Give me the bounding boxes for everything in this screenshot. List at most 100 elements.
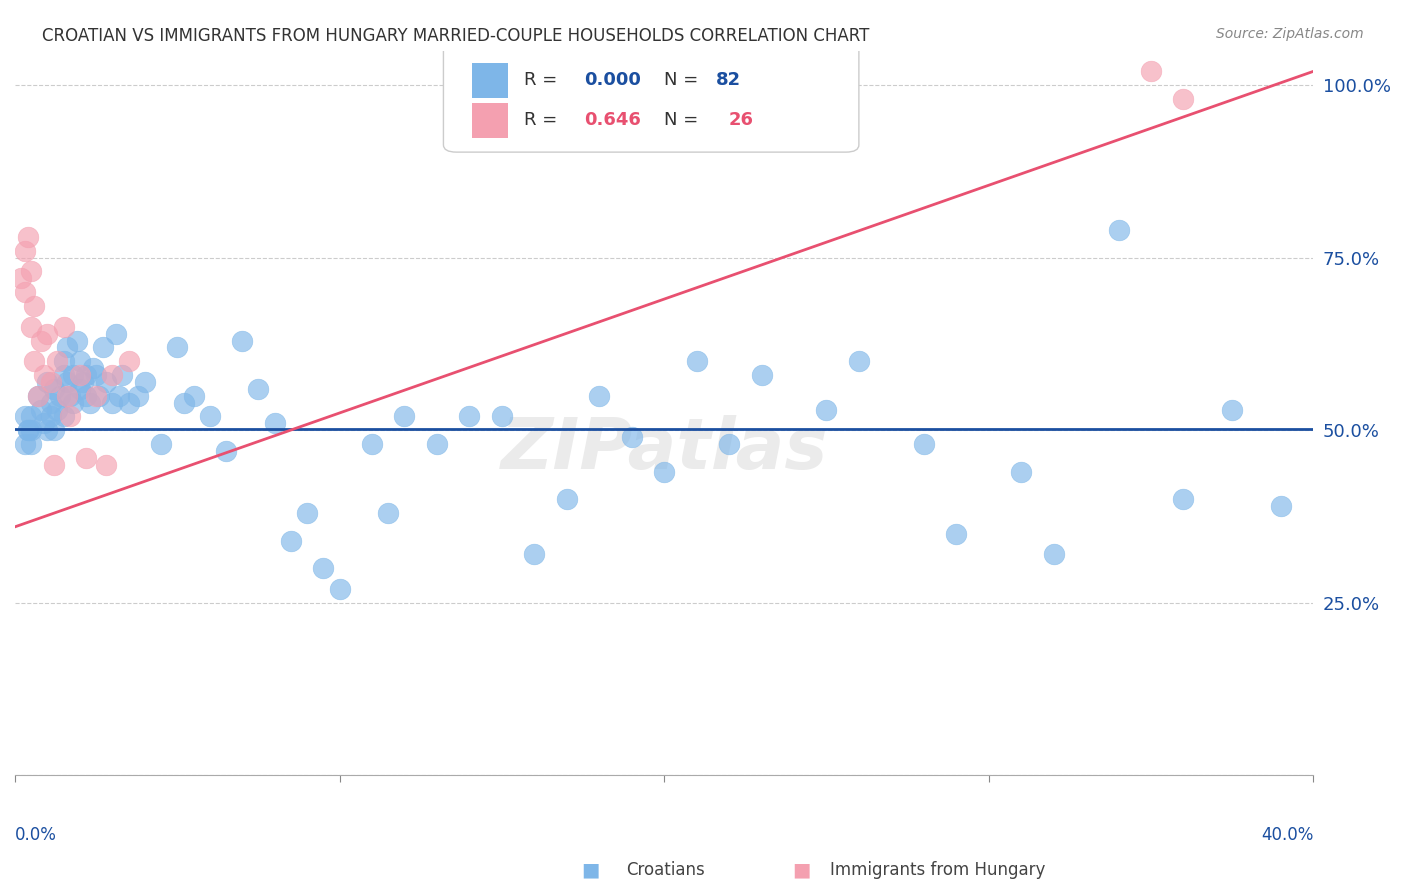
Point [79, 395, 101, 409]
Point [134, 375, 156, 389]
Point [426, 437, 449, 451]
Point [30, 402, 52, 417]
Point [523, 548, 546, 562]
Point [49, 389, 72, 403]
Point [46, 354, 69, 368]
Point [72, 375, 94, 389]
Point [555, 492, 578, 507]
Text: N =: N = [664, 112, 704, 129]
Point [56, 389, 79, 403]
Text: R =: R = [524, 71, 562, 89]
Text: ■: ■ [581, 860, 600, 880]
Point [24, 299, 46, 313]
Point [14, 409, 37, 424]
Text: 26: 26 [730, 112, 754, 129]
Text: 0.646: 0.646 [583, 112, 641, 129]
Point [42, 423, 65, 437]
Point [173, 395, 195, 409]
Point [1270, 499, 1292, 513]
Text: 0.000: 0.000 [583, 71, 641, 89]
Text: 82: 82 [716, 71, 741, 89]
Point [20, 319, 42, 334]
Point [652, 465, 675, 479]
Point [150, 437, 173, 451]
Point [588, 389, 610, 403]
Point [75, 450, 97, 465]
Text: R =: R = [524, 112, 562, 129]
Point [104, 326, 127, 341]
Text: 0.0%: 0.0% [15, 826, 56, 844]
Point [46, 402, 69, 417]
Point [37, 375, 59, 389]
FancyBboxPatch shape [443, 44, 859, 153]
Point [17, 230, 39, 244]
Point [32, 417, 55, 431]
Point [329, 582, 352, 596]
Point [685, 354, 707, 368]
Point [198, 409, 221, 424]
Point [17, 423, 39, 437]
Point [14, 437, 37, 451]
Point [1173, 492, 1195, 507]
Point [91, 340, 114, 354]
Point [166, 340, 188, 354]
Point [94, 458, 117, 472]
Bar [472, 63, 509, 98]
Point [117, 395, 139, 409]
Point [815, 402, 838, 417]
Point [20, 437, 42, 451]
Point [39, 375, 62, 389]
Point [111, 368, 134, 382]
Point [394, 409, 416, 424]
Point [82, 361, 104, 376]
Point [62, 368, 84, 382]
Point [718, 437, 741, 451]
Point [1140, 64, 1163, 78]
Point [75, 389, 97, 403]
Bar [472, 103, 509, 137]
Text: Immigrants from Hungary: Immigrants from Hungary [830, 861, 1045, 879]
Point [231, 334, 253, 348]
Point [912, 437, 935, 451]
Point [1220, 402, 1243, 417]
Point [42, 382, 65, 396]
Text: Source: ZipAtlas.com: Source: ZipAtlas.com [1216, 27, 1364, 41]
Point [295, 506, 318, 520]
Point [37, 326, 59, 341]
Text: ■: ■ [792, 860, 811, 880]
Point [27, 389, 49, 403]
Point [24, 354, 46, 368]
Point [56, 375, 79, 389]
Text: 40.0%: 40.0% [1261, 826, 1313, 844]
Point [52, 354, 75, 368]
Point [751, 368, 773, 382]
Point [280, 533, 302, 548]
Point [377, 506, 399, 520]
Point [32, 368, 55, 382]
Point [30, 334, 52, 348]
Point [56, 340, 79, 354]
Point [945, 526, 967, 541]
Point [127, 389, 149, 403]
Point [69, 368, 91, 382]
Point [62, 395, 84, 409]
Point [458, 409, 481, 424]
Point [183, 389, 205, 403]
Point [59, 389, 82, 403]
Point [247, 382, 270, 396]
Point [69, 354, 91, 368]
Point [1108, 223, 1130, 237]
Point [14, 244, 37, 258]
Point [1010, 465, 1032, 479]
Point [14, 285, 37, 300]
Point [94, 375, 117, 389]
Point [101, 395, 124, 409]
Point [263, 417, 285, 431]
Point [52, 409, 75, 424]
Point [20, 409, 42, 424]
Point [361, 437, 384, 451]
Point [620, 430, 643, 444]
Point [84, 368, 107, 382]
Point [52, 319, 75, 334]
Text: CROATIAN VS IMMIGRANTS FROM HUNGARY MARRIED-COUPLE HOUSEHOLDS CORRELATION CHART: CROATIAN VS IMMIGRANTS FROM HUNGARY MARR… [42, 27, 869, 45]
